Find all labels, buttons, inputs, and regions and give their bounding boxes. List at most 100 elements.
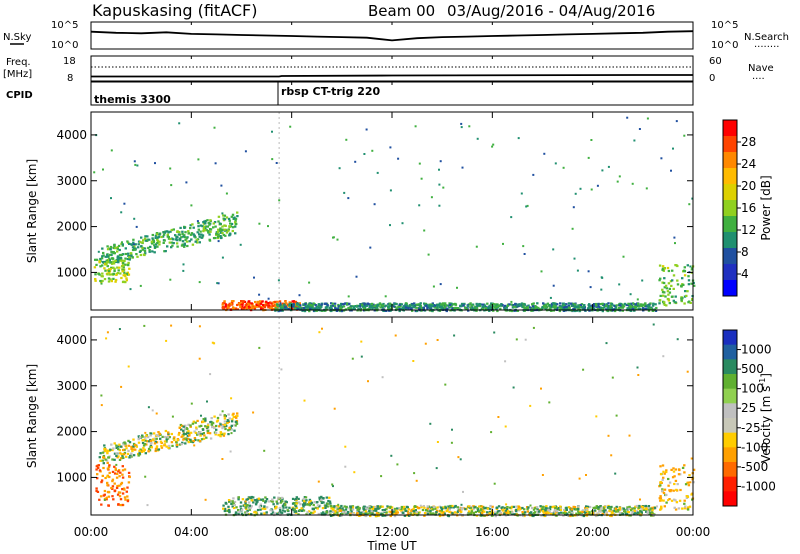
data-cell bbox=[437, 304, 441, 307]
data-cell bbox=[194, 431, 198, 434]
data-cell bbox=[121, 259, 124, 262]
data-cell bbox=[163, 435, 167, 439]
data-cell bbox=[244, 500, 247, 503]
data-cell bbox=[570, 304, 574, 307]
data-cell bbox=[211, 425, 215, 428]
data-cell bbox=[660, 499, 663, 502]
data-cell bbox=[128, 475, 131, 479]
data-cell bbox=[554, 506, 557, 510]
data-cell bbox=[333, 302, 337, 305]
data-cell bbox=[577, 510, 580, 513]
data-cell bbox=[199, 224, 203, 227]
data-cell bbox=[494, 511, 497, 514]
data-cell bbox=[104, 269, 107, 272]
data-cell bbox=[667, 477, 670, 481]
data-cell bbox=[640, 510, 643, 513]
data-cell bbox=[570, 511, 573, 514]
data-cell bbox=[667, 499, 670, 502]
data-cell bbox=[133, 248, 137, 251]
data-cell bbox=[234, 225, 237, 228]
data-cell bbox=[110, 280, 113, 283]
data-cell bbox=[436, 304, 439, 308]
data-cell bbox=[371, 508, 375, 511]
colorbar-swatch bbox=[723, 418, 737, 434]
data-cell bbox=[497, 304, 500, 308]
data-cell bbox=[404, 308, 408, 311]
data-cell bbox=[170, 441, 174, 444]
data-cell bbox=[254, 499, 257, 502]
data-cell bbox=[291, 497, 295, 500]
data-cell bbox=[221, 410, 224, 413]
data-cell bbox=[101, 459, 104, 462]
data-cell bbox=[143, 448, 146, 451]
data-cell bbox=[496, 510, 500, 513]
data-cell bbox=[523, 303, 526, 306]
data-cell bbox=[151, 250, 154, 253]
data-cell bbox=[329, 502, 332, 505]
data-cell bbox=[137, 441, 141, 444]
data-cell bbox=[588, 505, 592, 509]
data-cell bbox=[291, 507, 295, 510]
colorbar-swatch bbox=[723, 216, 737, 233]
data-cell bbox=[328, 496, 331, 499]
data-cell bbox=[630, 512, 633, 515]
data-cell bbox=[235, 506, 238, 509]
data-cell bbox=[272, 301, 275, 304]
data-cell bbox=[532, 512, 536, 515]
data-cell bbox=[117, 261, 120, 264]
data-cell bbox=[142, 444, 146, 447]
data-cell bbox=[111, 478, 115, 481]
data-cell bbox=[331, 483, 334, 486]
data-cell bbox=[459, 512, 462, 516]
data-cell bbox=[341, 513, 344, 516]
data-cell bbox=[222, 434, 226, 437]
data-cell bbox=[150, 432, 153, 435]
data-cell bbox=[221, 256, 224, 259]
data-cell bbox=[669, 490, 672, 493]
data-cell bbox=[134, 443, 137, 447]
data-cell bbox=[294, 505, 298, 508]
data-cell bbox=[638, 305, 641, 308]
data-cell bbox=[472, 507, 475, 511]
data-cell bbox=[225, 192, 228, 195]
data-cell bbox=[151, 242, 154, 245]
data-cell bbox=[476, 509, 480, 512]
data-cell bbox=[167, 231, 170, 234]
data-cell bbox=[519, 304, 522, 307]
data-cell bbox=[228, 304, 231, 307]
data-cell bbox=[418, 204, 421, 207]
data-cell bbox=[115, 273, 118, 276]
data-cell bbox=[110, 250, 113, 253]
data-cell bbox=[215, 420, 219, 423]
data-cell bbox=[442, 186, 445, 189]
data-cell bbox=[104, 255, 107, 258]
data-cell bbox=[113, 452, 117, 455]
data-cell bbox=[227, 433, 230, 436]
freq-strip: Freq. [MHz] 18 8 60 0 Nave .... bbox=[3, 55, 774, 84]
data-cell bbox=[265, 513, 268, 516]
data-cell bbox=[285, 302, 288, 305]
data-cell bbox=[672, 470, 676, 473]
data-cell bbox=[182, 432, 186, 435]
y-tick-label: 2000 bbox=[56, 220, 87, 234]
data-cell bbox=[353, 308, 356, 311]
data-cell bbox=[150, 441, 153, 445]
data-cell bbox=[488, 510, 492, 514]
data-cell bbox=[537, 510, 541, 513]
data-cell bbox=[132, 454, 136, 457]
data-cell bbox=[481, 303, 484, 306]
data-cell bbox=[244, 304, 247, 307]
data-cell bbox=[165, 440, 168, 443]
data-cell bbox=[198, 425, 201, 428]
data-cell bbox=[178, 122, 181, 125]
data-cell bbox=[493, 331, 496, 334]
data-cell bbox=[151, 237, 154, 240]
y-tick-label: 4000 bbox=[56, 333, 87, 347]
data-cell bbox=[490, 306, 493, 309]
data-cell bbox=[454, 504, 457, 508]
data-cell bbox=[217, 282, 220, 285]
data-cell bbox=[117, 256, 120, 259]
data-cell bbox=[504, 360, 507, 363]
data-cell bbox=[663, 267, 666, 270]
